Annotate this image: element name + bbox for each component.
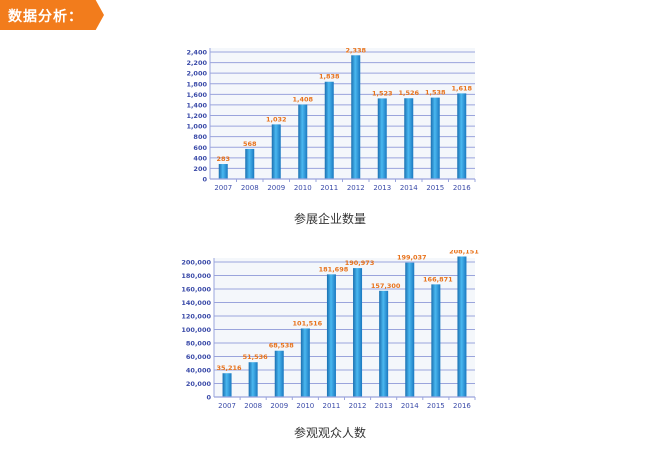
visitors-y-tick-label: 180,000: [181, 272, 211, 280]
exhibitors-y-tick-label: 400: [193, 154, 207, 162]
exhibitors-y-tick-label: 200: [193, 165, 207, 173]
visitors-x-tick-label: 2012: [349, 402, 367, 410]
exhibitors-x-tick-label: 2013: [373, 184, 391, 192]
visitors-bar: [326, 274, 336, 397]
visitors-y-tick-label: 120,000: [181, 313, 211, 321]
visitors-bar: [379, 290, 389, 397]
visitors-bar: [248, 362, 258, 397]
exhibitors-y-tick-label: 800: [193, 133, 207, 141]
visitors-value-label: 35,216: [217, 364, 243, 372]
visitors-x-tick-label: 2009: [270, 402, 288, 410]
exhibitors-bar: [218, 164, 228, 179]
visitors-bar: [457, 256, 467, 397]
exhibitors-value-label: 1,538: [425, 89, 446, 97]
exhibitors-x-tick-label: 2009: [267, 184, 285, 192]
exhibitors-value-label: 1,618: [451, 84, 472, 92]
exhibitors-chart-caption: 参展企业数量: [293, 212, 366, 226]
exhibitors-value-label: 1,032: [266, 115, 287, 123]
exhibitors-bar: [351, 55, 361, 179]
exhibitors-chart-svg: 0 200 400 600 800 1,000 1,200 1,400 1,600 1,800 2,…: [186, 46, 476, 192]
visitors-y-tick-label: 200,000: [181, 259, 211, 267]
exhibitors-bar: [324, 81, 334, 179]
visitors-x-tick-label: 2008: [244, 402, 262, 410]
visitors-y-tick-label: 100,000: [181, 326, 211, 334]
visitors-y-tick-label: 20,000: [186, 380, 212, 388]
exhibitors-y-tick-label: 2,400: [186, 49, 207, 57]
visitors-x-tick-label: 2013: [375, 402, 393, 410]
visitors-chart: 0 20,000 40,000 60,000 80,000 100,000 120,000 1…: [180, 247, 480, 415]
exhibitors-bar: [298, 104, 308, 179]
visitors-value-label: 181,698: [319, 265, 349, 273]
visitors-bar: [431, 284, 441, 397]
visitors-value-label: 51,536: [243, 353, 269, 361]
exhibitors-value-label: 1,526: [398, 89, 419, 97]
visitors-value-label: 199,037: [397, 254, 427, 262]
visitors-y-tick-label: 80,000: [186, 340, 212, 348]
exhibitors-bar: [377, 98, 387, 179]
exhibitors-y-tick-label: 0: [202, 176, 207, 184]
exhibitors-y-tick-label: 1,000: [186, 123, 207, 131]
section-header-title: 数据分析：: [8, 9, 83, 25]
exhibitors-y-tick-label: 2,200: [186, 59, 207, 67]
visitors-value-label: 166,871: [423, 275, 453, 283]
exhibitors-chart: 0 200 400 600 800 1,000 1,200 1,400 1,600 1,800 2,…: [180, 40, 480, 205]
exhibitors-x-tick-label: 2015: [426, 184, 444, 192]
exhibitors-x-tick-label: 2011: [320, 184, 338, 192]
exhibitors-y-tick-label: 1,200: [186, 112, 207, 120]
exhibitors-x-tick-label: 2008: [241, 184, 259, 192]
exhibitors-value-label: 568: [243, 140, 257, 148]
visitors-y-tick-label: 40,000: [186, 367, 212, 375]
exhibitors-value-label: 1,408: [292, 95, 313, 103]
visitors-value-label: 157,300: [371, 282, 401, 290]
visitors-x-tick-label: 2011: [323, 402, 341, 410]
visitors-x-tick-label: 2016: [453, 402, 471, 410]
visitors-bar: [274, 350, 284, 397]
exhibitors-bar: [430, 97, 440, 179]
exhibitors-y-tick-label: 600: [193, 144, 207, 152]
section-header-tag: 数据分析：: [0, 0, 104, 30]
visitors-y-tick-label: 60,000: [186, 353, 212, 361]
visitors-bar: [405, 262, 415, 397]
visitors-bar: [353, 268, 363, 397]
exhibitors-x-tick-label: 2016: [453, 184, 471, 192]
exhibitors-y-tick-label: 1,600: [186, 91, 207, 99]
visitors-chart-svg: 0 20,000 40,000 60,000 80,000 100,000 120,000 1…: [181, 247, 479, 410]
exhibitors-y-tick-label: 1,800: [186, 80, 207, 88]
exhibitors-bar: [457, 93, 467, 179]
exhibitors-y-tick-label: 2,000: [186, 70, 207, 78]
exhibitors-value-label: 1,523: [372, 89, 393, 97]
visitors-y-tick-label: 0: [206, 394, 211, 402]
visitors-value-label: 68,538: [269, 342, 295, 350]
visitors-x-tick-label: 2014: [401, 402, 419, 410]
visitors-bar: [222, 373, 232, 397]
visitors-x-tick-label: 2007: [218, 402, 236, 410]
exhibitors-bar: [271, 124, 281, 179]
exhibitors-x-tick-label: 2007: [214, 184, 232, 192]
exhibitors-x-tick-label: 2010: [294, 184, 312, 192]
visitors-y-tick-label: 140,000: [181, 299, 211, 307]
exhibitors-value-label: 2,338: [345, 46, 366, 54]
exhibitors-value-label: 283: [216, 155, 230, 163]
exhibitors-x-tick-label: 2012: [347, 184, 365, 192]
visitors-y-tick-label: 160,000: [181, 286, 211, 294]
exhibitors-bar: [245, 148, 255, 179]
exhibitors-value-label: 1,838: [319, 73, 340, 81]
visitors-x-tick-label: 2010: [296, 402, 314, 410]
exhibitors-bar: [404, 98, 414, 179]
visitors-x-tick-label: 2015: [427, 402, 445, 410]
visitors-bar: [300, 328, 310, 397]
visitors-value-label: 101,516: [293, 319, 323, 327]
visitors-value-label: 190,973: [345, 259, 375, 267]
visitors-value-label: 208,151: [449, 250, 479, 255]
exhibitors-x-tick-label: 2014: [400, 184, 418, 192]
visitors-chart-caption: 参观观众人数: [293, 426, 366, 440]
exhibitors-y-tick-label: 1,400: [186, 101, 207, 109]
